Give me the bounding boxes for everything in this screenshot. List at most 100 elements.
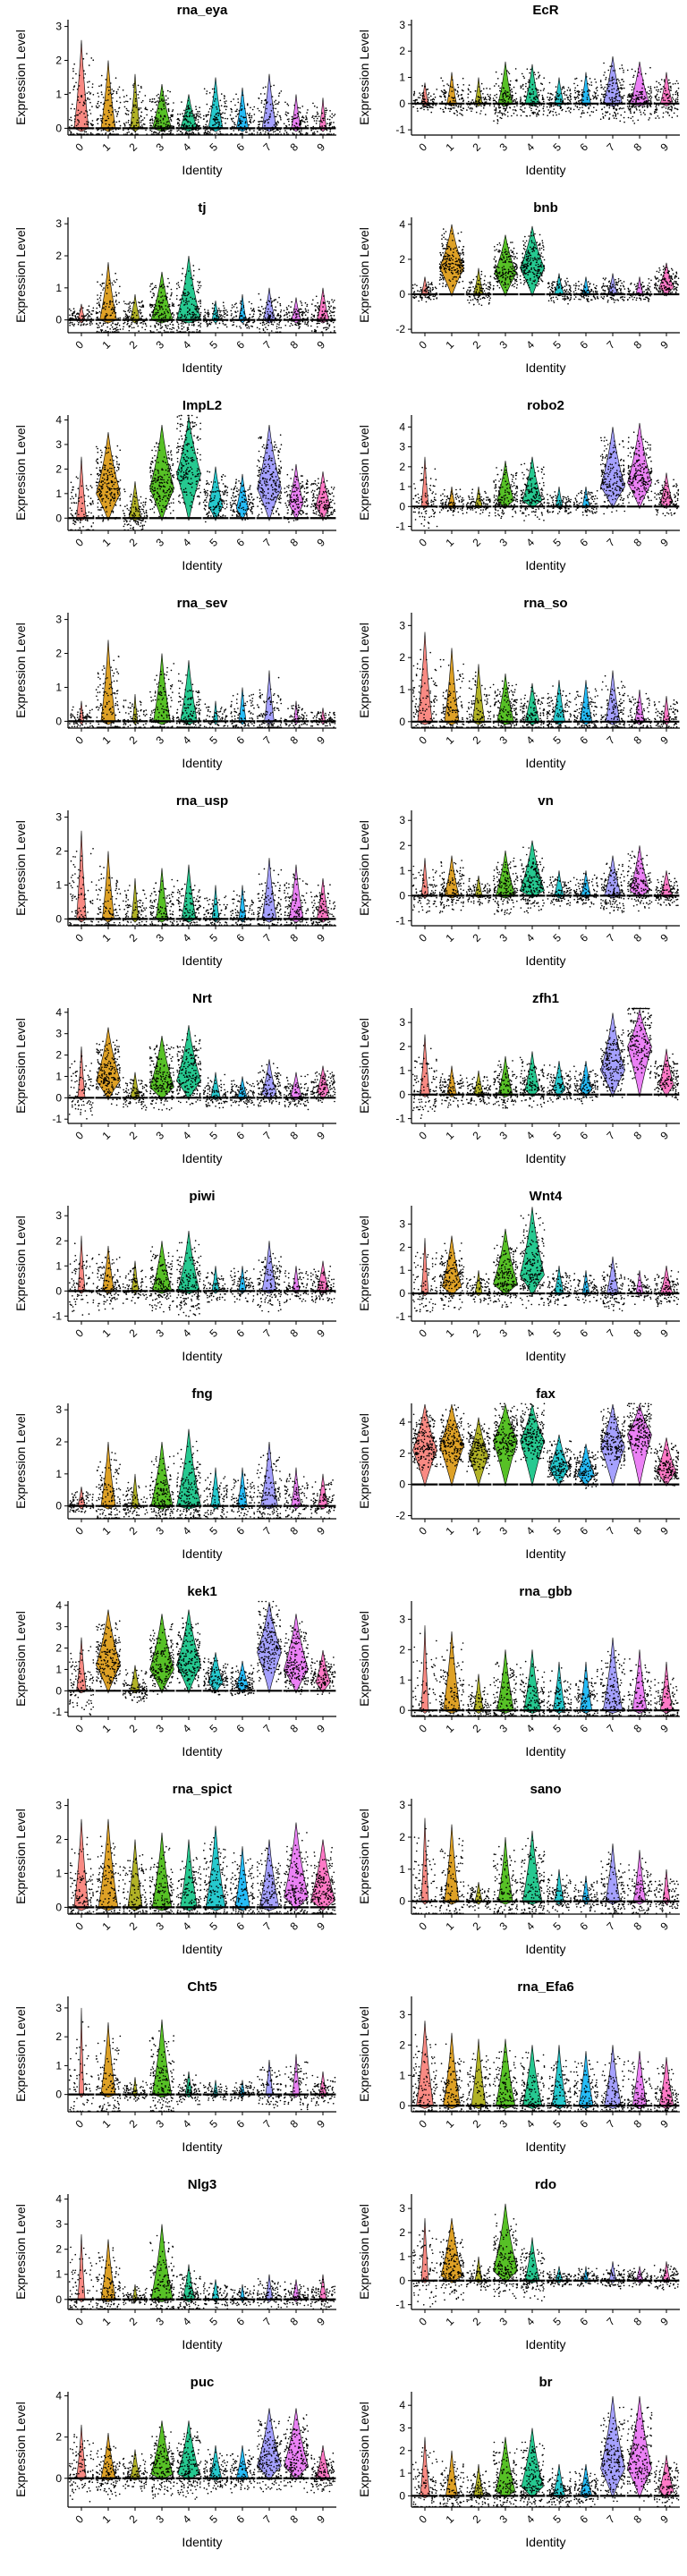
x-tick-label: 2 <box>126 931 140 945</box>
violin-panel-sano: sano 0 1 2 3 0 1 2 3 4 5 6 7 8 9 Identity Expression Lev… <box>344 1779 687 1977</box>
violin-8 <box>626 61 653 124</box>
chart-title: bnb <box>533 200 558 216</box>
y-axis-label: Expression Level <box>357 2204 371 2300</box>
x-tick-label: 5 <box>550 1524 564 1538</box>
violin-3 <box>148 2019 175 2113</box>
data-points <box>256 292 283 334</box>
x-tick-label: 0 <box>416 2117 429 2131</box>
x-tick-label: 4 <box>180 1722 193 1735</box>
violin-7 <box>599 855 626 914</box>
violin-panel-rdo: rdo -1 0 1 2 3 0 1 2 3 4 5 6 7 8 9 Identity Expression Le… <box>344 2174 687 2372</box>
chart-title: Nlg3 <box>188 2177 217 2192</box>
data-points <box>411 648 438 729</box>
violin-1 <box>95 1441 122 1520</box>
violin-shape <box>101 1245 115 1294</box>
data-points <box>439 658 465 729</box>
y-tick-label: 3 <box>399 1218 405 1231</box>
x-tick-label: 5 <box>550 1722 564 1735</box>
y-tick-label: -1 <box>395 123 405 136</box>
data-points <box>175 414 202 508</box>
violin-1 <box>438 2032 465 2113</box>
x-tick-label: 5 <box>550 140 564 154</box>
x-tick-label: 9 <box>314 1722 327 1735</box>
y-tick-label: 1 <box>399 1863 405 1876</box>
violin-1 <box>438 1235 465 1310</box>
violin-shape <box>292 2054 301 2098</box>
violin-2 <box>122 1072 148 1111</box>
x-tick-label: 7 <box>604 1129 617 1142</box>
y-tick-label: 1 <box>399 864 405 877</box>
x-tick-label: 0 <box>72 1722 86 1735</box>
x-tick-label: 1 <box>443 2315 456 2328</box>
x-tick-label: 3 <box>153 140 166 154</box>
data-points <box>229 1080 256 1108</box>
y-tick-label: 4 <box>55 2390 62 2402</box>
x-tick-label: 8 <box>631 2512 644 2526</box>
data-points <box>175 1240 202 1318</box>
y-tick-label: 0 <box>399 2489 405 2502</box>
x-tick-label: 6 <box>233 1524 247 1538</box>
violin-shape <box>77 2233 86 2302</box>
violin-1 <box>438 855 465 914</box>
data-points <box>96 1250 122 1311</box>
y-tick-label: 2 <box>399 2038 405 2051</box>
data-points <box>599 1026 626 1098</box>
violin-8 <box>283 2408 310 2494</box>
data-points <box>653 699 679 729</box>
violin-shape <box>581 487 590 509</box>
violin-shape <box>127 1839 143 1911</box>
violin-9 <box>653 696 680 729</box>
violin-shape <box>77 1046 86 1101</box>
x-tick-label: 8 <box>287 1524 301 1538</box>
violin-4 <box>519 225 546 297</box>
violin-9 <box>653 870 680 907</box>
data-points <box>572 2267 599 2287</box>
chart-title: rdo <box>535 2177 556 2192</box>
violin-1 <box>438 1631 465 1717</box>
violin-shape <box>440 2217 463 2284</box>
y-axis-label: Expression Level <box>13 425 28 521</box>
y-tick-label: -1 <box>395 521 405 533</box>
x-tick-label: 7 <box>260 1524 274 1538</box>
chart-title: Wnt4 <box>530 1189 563 1204</box>
x-tick-label: 3 <box>496 1524 510 1538</box>
x-axis-label: Identity <box>525 1349 565 1363</box>
x-tick-label: 9 <box>657 338 671 352</box>
data-points <box>256 676 283 728</box>
data-points <box>572 1446 599 1489</box>
x-tick-label: 0 <box>72 338 86 352</box>
x-tick-label: 8 <box>287 1326 301 1340</box>
violin-6 <box>572 1444 599 1489</box>
violin-5 <box>202 1266 229 1303</box>
x-tick-label: 7 <box>260 2315 274 2328</box>
x-axis-label: Identity <box>525 756 565 770</box>
y-tick-label: 0 <box>399 2275 405 2287</box>
y-tick-label: 2 <box>399 1831 405 1843</box>
x-tick-label: 5 <box>207 2117 220 2131</box>
y-tick-label: 3 <box>399 1016 405 1029</box>
x-tick-label: 3 <box>496 1326 510 1340</box>
data-points <box>230 301 256 329</box>
x-tick-label: 3 <box>496 1722 510 1735</box>
data-points <box>257 868 283 926</box>
data-points <box>547 2059 572 2113</box>
y-tick-label: 3 <box>55 1800 62 1812</box>
violin-8 <box>626 689 653 729</box>
x-tick-label: 9 <box>657 1129 671 1142</box>
x-tick-label: 1 <box>443 1524 456 1538</box>
violin-0 <box>68 456 95 531</box>
x-tick-label: 8 <box>631 338 644 352</box>
data-points <box>653 1877 680 1915</box>
data-points <box>654 2064 680 2113</box>
x-tick-label: 6 <box>577 1919 590 1933</box>
violin-shape <box>420 1818 429 1905</box>
violin-2 <box>465 1674 492 1717</box>
violin-shape <box>412 1403 437 1487</box>
violin-2 <box>122 1665 148 1704</box>
x-tick-label: 3 <box>153 1722 166 1735</box>
data-points <box>148 89 174 135</box>
violin-6 <box>572 2463 599 2508</box>
violin-8 <box>626 1270 653 1305</box>
x-tick-label: 8 <box>631 2117 644 2131</box>
violin-7 <box>256 1600 283 1693</box>
